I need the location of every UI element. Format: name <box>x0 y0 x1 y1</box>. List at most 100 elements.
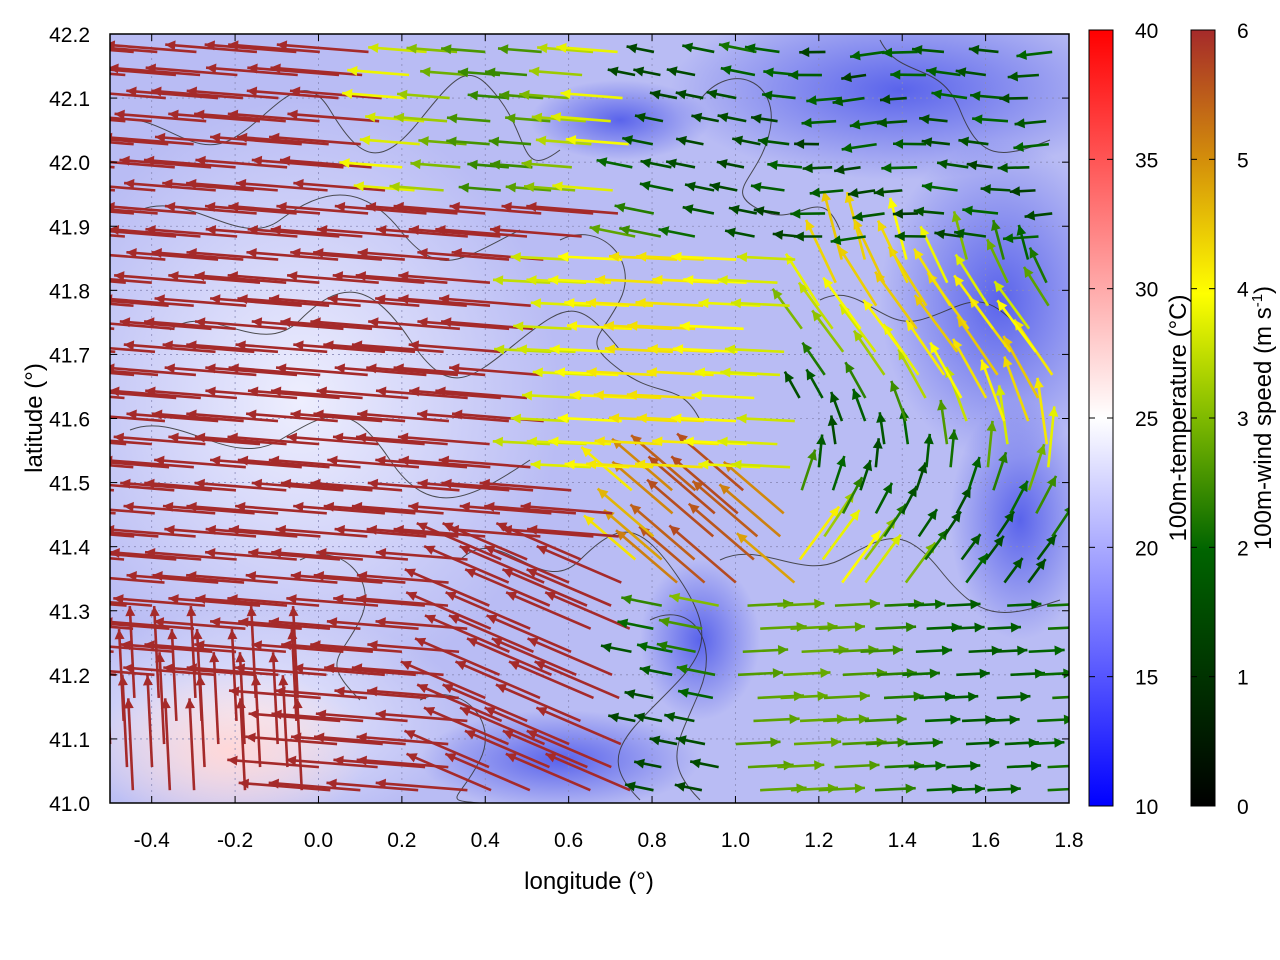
wind-vector <box>801 341 826 376</box>
wind-vector <box>368 43 427 54</box>
wind-vector <box>440 44 486 55</box>
wind-vector <box>327 294 420 308</box>
wind-vector <box>962 205 999 216</box>
wind-vector <box>110 253 166 261</box>
colorbar-tick-label: 25 <box>1135 408 1158 431</box>
wind-vector <box>1003 557 1024 584</box>
wind-vector <box>376 224 468 238</box>
wind-vector <box>1007 71 1039 82</box>
wind-vector <box>484 67 528 78</box>
wind-vector <box>847 187 876 198</box>
wind-vector <box>484 545 570 584</box>
wind-vector <box>194 317 287 331</box>
wind-vector <box>280 478 373 492</box>
wind-vector <box>671 251 737 262</box>
wind-vector <box>416 521 502 561</box>
wind-vector <box>204 201 297 215</box>
wind-vector <box>270 224 363 238</box>
wind-vector <box>310 640 403 654</box>
wind-vector <box>675 135 704 146</box>
wind-vector <box>248 709 341 723</box>
wind-vector <box>333 594 426 607</box>
wind-vector <box>186 248 279 261</box>
wind-vector <box>126 409 219 423</box>
wind-vector <box>268 652 279 745</box>
wind-vector <box>1007 599 1042 610</box>
wind-vector <box>110 511 116 515</box>
wind-vector <box>527 637 613 677</box>
wind-vector <box>245 409 338 423</box>
wind-vector <box>876 219 909 284</box>
wind-vector <box>238 617 331 630</box>
wind-vector <box>948 429 959 468</box>
y-tick-label: 41.2 <box>49 665 90 688</box>
wind-vector <box>168 271 261 284</box>
colorbar-tick-label: 20 <box>1135 537 1158 560</box>
wind-vector <box>110 40 197 54</box>
wind-vector <box>664 712 695 723</box>
wind-vector <box>270 63 363 77</box>
wind-vector <box>669 592 719 607</box>
wind-vector <box>838 303 877 353</box>
wind-vector <box>486 614 572 653</box>
wind-vector <box>316 224 409 238</box>
wind-vector <box>204 547 297 561</box>
wind-vector <box>334 363 427 377</box>
y-tick-label: 41.1 <box>49 729 90 752</box>
wind-vector <box>393 112 448 123</box>
x-tick-label: 0.0 <box>304 829 333 852</box>
wind-vector <box>275 524 368 538</box>
wind-vector <box>894 231 926 242</box>
wind-vector <box>629 503 696 561</box>
wind-vector <box>872 438 883 468</box>
wind-vector <box>247 63 340 77</box>
wind-vector <box>186 86 279 100</box>
wind-vector <box>830 235 866 246</box>
wind-vector <box>293 663 385 677</box>
wind-vector <box>110 625 134 630</box>
colorbar-tick-label: 40 <box>1135 20 1158 43</box>
wind-vector <box>852 388 867 422</box>
y-axis-ticks: 41.0 41.1 41.2 41.3 41.4 41.5 41.6 41.7 41.8 41.9… <box>49 24 1069 816</box>
wind-vector <box>245 571 338 584</box>
wind-vector <box>310 478 403 492</box>
wind-vector <box>164 363 257 377</box>
wind-vector <box>841 142 877 153</box>
wind-vector <box>968 44 999 55</box>
wind-vector <box>913 294 959 353</box>
wind-vector <box>505 591 592 630</box>
wind-vector <box>145 63 238 77</box>
wind-vector <box>375 547 468 561</box>
wind-vector <box>186 409 279 423</box>
wind-vector <box>876 117 908 128</box>
wind-vector <box>777 760 825 771</box>
wind-vector <box>718 41 757 54</box>
wind-vector <box>995 385 1009 445</box>
wind-vector <box>145 386 238 400</box>
wind-vector <box>185 178 278 192</box>
wind-vector <box>119 317 212 331</box>
wind-vector <box>626 43 655 54</box>
wind-vector <box>235 340 328 354</box>
wind-vector <box>435 386 528 400</box>
wind-vector <box>717 436 778 447</box>
wind-vector <box>110 346 156 354</box>
x-tick-label: 0.4 <box>471 829 501 852</box>
wind-vector <box>495 683 581 723</box>
wind-vector <box>313 571 406 584</box>
wind-vector <box>126 86 219 100</box>
wind-vector <box>359 135 420 146</box>
wind-vector <box>126 571 219 584</box>
wind-vector <box>1016 224 1030 260</box>
wind-vector <box>635 297 704 308</box>
wind-vector <box>750 182 785 193</box>
wind-vector <box>992 451 1008 491</box>
wind-vector <box>498 90 544 101</box>
wind-vector <box>334 686 427 700</box>
wind-vector <box>730 298 790 309</box>
wind-vector <box>915 462 928 491</box>
wind-vector <box>674 781 703 792</box>
wind-vector <box>449 201 542 215</box>
wind-vector <box>245 732 338 746</box>
wind-vector <box>313 409 406 423</box>
